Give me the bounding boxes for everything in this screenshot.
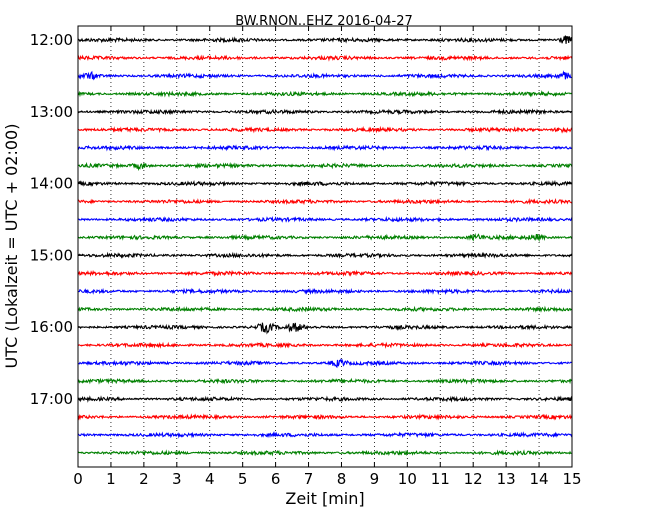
trace-line-2: [77, 70, 573, 81]
trace-line-4: [77, 108, 573, 116]
x-tick-label-3: 3: [172, 470, 182, 488]
vertical-gridlines: [110, 26, 540, 467]
trace-line-3: [77, 90, 573, 98]
trace-line-10: [77, 215, 573, 223]
trace-line-23: [77, 449, 573, 457]
trace-line-19: [77, 377, 573, 385]
trace-line-16: [77, 322, 573, 335]
x-tick-label-9: 9: [370, 470, 380, 488]
trace-line-15: [77, 305, 573, 313]
y-tick-label-16:00: 16:00: [30, 318, 73, 336]
x-tick-label-12: 12: [464, 470, 483, 488]
chart-title: BW.RNON..EHZ 2016-04-27: [235, 14, 413, 29]
x-tick-label-6: 6: [271, 470, 281, 488]
trace-line-18: [77, 358, 573, 369]
trace-line-7: [77, 161, 573, 172]
plot-frame: [77, 25, 573, 468]
trace-line-1: [77, 54, 573, 62]
trace-line-8: [77, 179, 573, 188]
trace-line-0: [77, 35, 573, 44]
trace-line-22: [77, 431, 573, 439]
y-axis-label: UTC (Lokalzeit = UTC + 02:00): [2, 124, 21, 369]
y-tick-label-14:00: 14:00: [30, 175, 73, 193]
trace-line-17: [77, 341, 573, 349]
trace-line-14: [77, 287, 573, 295]
x-tick-label-4: 4: [205, 470, 215, 488]
y-tick-label-12:00: 12:00: [30, 31, 73, 49]
trace-line-13: [77, 269, 573, 278]
trace-line-6: [77, 144, 573, 152]
x-tick-label-5: 5: [238, 470, 248, 488]
x-axis-label: Zeit [min]: [285, 489, 364, 508]
x-tick-label-13: 13: [497, 470, 516, 488]
x-tick-label-7: 7: [304, 470, 314, 488]
trace-line-20: [77, 395, 573, 403]
x-tick-label-2: 2: [139, 470, 149, 488]
y-tick-label-15:00: 15:00: [30, 246, 73, 264]
trace-line-5: [77, 125, 573, 134]
y-tick-label-17:00: 17:00: [30, 390, 73, 408]
x-axis: 0 1 2 3 4 5 6 7 8 9 10 11 12 13 14 15: [73, 26, 582, 488]
x-tick-label-15: 15: [562, 470, 581, 488]
x-tick-label-11: 11: [431, 470, 450, 488]
trace-line-12: [77, 251, 573, 259]
x-tick-label-1: 1: [106, 470, 116, 488]
y-tick-label-13:00: 13:00: [30, 103, 73, 121]
trace-line-11: [77, 232, 573, 243]
trace-line-9: [77, 197, 573, 206]
y-axis: 12:00 13:00 14:00 15:00 16:00 17:00: [30, 31, 572, 408]
x-tick-label-10: 10: [398, 470, 417, 488]
x-tick-label-14: 14: [530, 470, 549, 488]
x-tick-label-0: 0: [73, 470, 83, 488]
seismic-traces: [77, 35, 573, 457]
trace-line-21: [77, 413, 573, 421]
x-tick-label-8: 8: [337, 470, 347, 488]
